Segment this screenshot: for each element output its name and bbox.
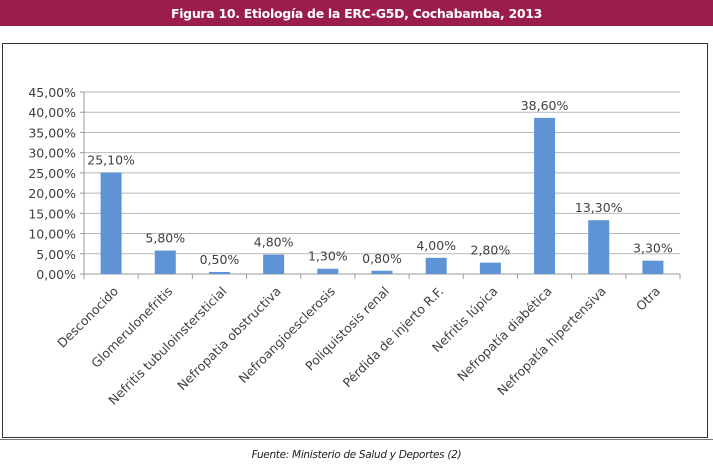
bar bbox=[534, 117, 556, 274]
data-label: 3,30% bbox=[633, 241, 673, 256]
bar bbox=[479, 262, 501, 274]
data-label: 5,80% bbox=[145, 231, 185, 246]
category-label: Nefroangioesclerosis bbox=[236, 284, 338, 386]
data-label: 0,50% bbox=[200, 252, 240, 267]
figure-title: Figura 10. Etiología de la ERC-G5D, Coch… bbox=[170, 5, 543, 21]
data-label: 4,80% bbox=[254, 235, 294, 250]
data-label: 1,30% bbox=[308, 249, 348, 264]
bar bbox=[642, 260, 664, 274]
y-tick-label: 10,00% bbox=[28, 227, 76, 242]
y-tick-label: 15,00% bbox=[28, 206, 76, 221]
data-label: 13,30% bbox=[575, 200, 623, 215]
y-tick-label: 20,00% bbox=[28, 186, 76, 201]
category-label: Otra bbox=[633, 284, 663, 314]
footer-divider bbox=[0, 439, 713, 440]
bar bbox=[371, 270, 393, 274]
data-label: 2,80% bbox=[471, 243, 511, 258]
bar bbox=[100, 172, 122, 274]
data-labels: 25,10% 5,80% 0,50% 4,80% 1,30% 0,80% 4,00% 2,80… bbox=[87, 98, 673, 267]
gridlines bbox=[84, 91, 680, 255]
data-label: 4,00% bbox=[416, 238, 456, 253]
y-tick-label: 30,00% bbox=[28, 146, 76, 161]
bar bbox=[425, 257, 447, 274]
source-note: Fuente: Ministerio de Salud y Deportes (… bbox=[251, 449, 462, 461]
y-tick-label: 25,00% bbox=[28, 166, 76, 181]
category-label: Pérdida de injerto R.F. bbox=[340, 284, 447, 391]
y-tick-label: 45,00% bbox=[28, 85, 76, 100]
y-tick-label: 40,00% bbox=[28, 105, 76, 120]
y-tick-label: 0,00% bbox=[36, 267, 76, 282]
data-label: 0,80% bbox=[362, 251, 402, 266]
y-tick-label: 5,00% bbox=[36, 247, 76, 262]
bar bbox=[154, 250, 176, 274]
bar bbox=[588, 220, 610, 274]
data-label: 38,60% bbox=[521, 98, 569, 113]
category-label: Nefropatía hipertensiva bbox=[494, 284, 609, 399]
bars bbox=[100, 117, 664, 274]
bar bbox=[317, 268, 339, 274]
figure-header: Figura 10. Etiología de la ERC-G5D, Coch… bbox=[0, 0, 713, 26]
y-axis-ticks: 0,00% 5,00% 10,00% 15,00% 20,00% 25,00% 30,00%… bbox=[28, 85, 84, 282]
bar bbox=[208, 271, 230, 274]
data-label: 25,10% bbox=[87, 152, 135, 167]
category-label: Nefropatia obstructiva bbox=[174, 284, 284, 394]
bar bbox=[263, 254, 285, 274]
y-tick-label: 35,00% bbox=[28, 125, 76, 140]
category-label: Nefropatía diabética bbox=[454, 284, 555, 385]
